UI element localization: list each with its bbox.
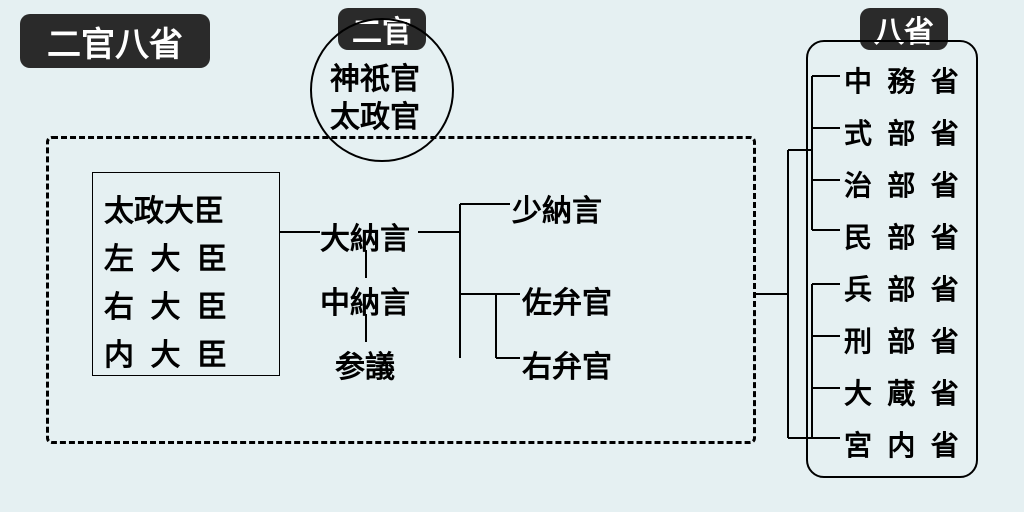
minister-0: 太政大臣 (104, 186, 224, 230)
nikan-item-1: 太政官 (330, 92, 420, 136)
hassho-item-4: 兵部省 (844, 268, 974, 308)
minister-1: 左大臣 (104, 234, 244, 278)
minister-2: 右大臣 (104, 282, 244, 326)
post-0: 少納言 (512, 186, 602, 230)
council-1: 中納言 (320, 278, 410, 322)
council-0: 大納言 (320, 214, 410, 258)
hassho-item-0: 中務省 (844, 60, 974, 100)
post-2: 右弁官 (522, 342, 612, 386)
hassho-item-3: 民部省 (844, 216, 974, 256)
hassho-item-7: 宮内省 (844, 424, 974, 464)
post-1: 佐弁官 (522, 278, 612, 322)
hassho-item-2: 治部省 (844, 164, 974, 204)
hassho-item-5: 刑部省 (844, 320, 974, 360)
hassho-box (806, 40, 978, 478)
title-badge: 二官八省 (20, 14, 210, 68)
council-2: 参議 (335, 342, 395, 386)
hassho-item-1: 式部省 (844, 112, 974, 152)
title-text: 二官八省 (47, 17, 183, 66)
hassho-item-6: 大蔵省 (844, 372, 974, 412)
minister-3: 内大臣 (104, 330, 244, 374)
